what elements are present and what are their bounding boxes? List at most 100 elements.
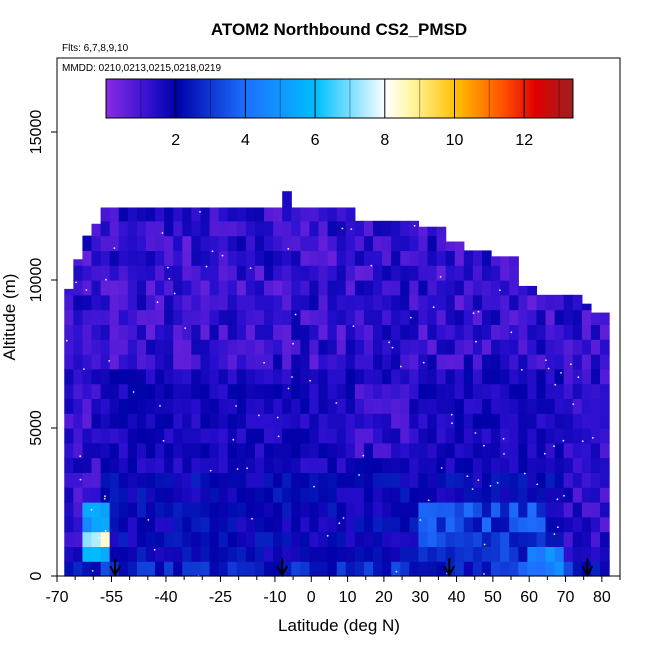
heatmap-cell — [100, 472, 111, 488]
colorbar-tick-label: 6 — [311, 132, 320, 149]
speck — [147, 519, 150, 521]
heatmap-cell — [336, 324, 347, 340]
heatmap-cell — [254, 561, 265, 577]
speck — [249, 267, 252, 269]
heatmap-cell — [409, 309, 420, 325]
speck — [105, 278, 107, 281]
heatmap-cell — [109, 531, 120, 547]
speck — [291, 376, 293, 378]
heatmap-cell — [345, 368, 356, 385]
heatmap-cell — [373, 413, 383, 429]
heatmap-cell — [527, 294, 538, 311]
heatmap-cell — [73, 280, 84, 296]
speck — [499, 289, 501, 292]
heatmap-cell — [136, 383, 147, 399]
heatmap-cell — [118, 324, 129, 340]
heatmap-cell — [191, 265, 202, 281]
heatmap-cell — [191, 561, 202, 577]
heatmap-cell — [209, 207, 220, 222]
speck — [294, 313, 297, 316]
heatmap-cell — [472, 487, 483, 503]
heatmap-cell — [463, 457, 474, 473]
heatmap-cell — [509, 428, 519, 444]
plot-frame — [56, 57, 621, 577]
heatmap-cell — [554, 502, 565, 518]
heatmap-cell — [536, 561, 547, 577]
heatmap-cell — [155, 207, 165, 222]
heatmap-cell — [127, 250, 138, 266]
heatmap-cell — [173, 368, 183, 385]
heatmap-cell — [554, 457, 565, 473]
speck — [75, 281, 77, 284]
heatmap-cell — [164, 250, 174, 266]
heatmap-cell — [536, 428, 547, 444]
heatmap-cell — [264, 502, 274, 518]
heatmap-cell — [91, 457, 102, 473]
heatmap-cell — [572, 368, 583, 385]
speck — [581, 440, 584, 443]
heatmap-cell — [200, 457, 211, 473]
heatmap-cell — [136, 516, 147, 533]
heatmap-cell — [191, 398, 202, 414]
heatmap-cell — [145, 457, 156, 473]
heatmap-cell — [164, 398, 174, 414]
heatmap-cell — [64, 413, 74, 429]
heatmap-cell — [309, 502, 320, 518]
heatmap-cell — [382, 220, 392, 237]
heatmap-cell — [91, 398, 102, 414]
heatmap-cell — [155, 442, 165, 459]
heatmap-cell — [164, 280, 174, 296]
x-tick-label: 60 — [520, 589, 538, 606]
heatmap-cell — [572, 324, 583, 340]
colorbar-tick-label: 8 — [380, 132, 389, 149]
heatmap-cell — [554, 324, 565, 340]
heatmap-cell — [563, 487, 574, 503]
heatmap-cell — [182, 546, 192, 562]
speck — [440, 467, 443, 469]
speck — [287, 387, 290, 390]
heatmap-cell — [500, 383, 510, 399]
heatmap-cell — [91, 309, 102, 325]
heatmap-cell — [327, 487, 338, 503]
latitude-arrow-head — [581, 565, 594, 578]
heatmap-cell — [518, 457, 528, 473]
heatmap-cell — [82, 368, 93, 385]
heatmap-cell — [509, 546, 519, 562]
heatmap-cell — [563, 502, 574, 518]
speck — [391, 346, 394, 349]
heatmap-cell — [282, 383, 292, 399]
heatmap-cell — [454, 413, 465, 429]
heatmap-cell — [173, 516, 183, 533]
heatmap-cell — [445, 339, 456, 355]
heatmap-cell — [254, 220, 265, 237]
heatmap-cell — [409, 324, 420, 340]
heatmap-cell — [509, 398, 519, 414]
heatmap-cell — [155, 487, 165, 503]
heatmap-cell — [481, 502, 492, 518]
heatmap-cell — [118, 265, 129, 281]
heatmap-cell — [155, 265, 165, 281]
heatmap-cell — [400, 502, 410, 518]
heatmap-cell — [218, 207, 229, 222]
speck — [153, 548, 156, 551]
heatmap-cell — [218, 398, 229, 414]
heatmap-cell — [527, 354, 538, 370]
heatmap-cell — [382, 516, 392, 533]
heatmap-cell — [182, 235, 192, 251]
heatmap-cell — [200, 235, 211, 251]
heatmap-cell — [373, 502, 383, 518]
heatmap-cell — [264, 472, 274, 488]
heatmap-cell — [554, 442, 565, 459]
heatmap-cell — [427, 487, 438, 503]
heatmap-cell — [300, 487, 311, 503]
heatmap-cell — [200, 207, 211, 222]
latitude-arrows — [109, 558, 594, 578]
heatmap-cell — [91, 442, 102, 459]
heatmap-cell — [409, 250, 420, 266]
heatmap-cell — [518, 383, 528, 399]
heatmap-cells — [64, 191, 610, 577]
heatmap-cell — [309, 235, 320, 251]
heatmap-cell — [427, 546, 438, 562]
heatmap-cell — [136, 235, 147, 251]
speck — [83, 368, 85, 370]
